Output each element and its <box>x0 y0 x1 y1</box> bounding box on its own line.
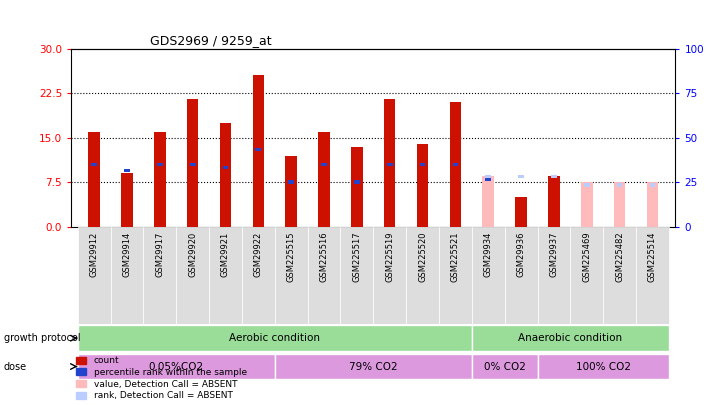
FancyBboxPatch shape <box>341 227 373 324</box>
Bar <box>616 183 623 187</box>
FancyBboxPatch shape <box>538 227 570 324</box>
Bar <box>321 163 327 166</box>
FancyBboxPatch shape <box>274 354 472 379</box>
FancyBboxPatch shape <box>242 227 274 324</box>
Text: GSM225516: GSM225516 <box>319 232 328 282</box>
Bar <box>483 176 494 227</box>
FancyBboxPatch shape <box>570 227 603 324</box>
FancyBboxPatch shape <box>77 354 274 379</box>
FancyBboxPatch shape <box>274 227 308 324</box>
Text: GSM29912: GSM29912 <box>90 232 99 277</box>
Bar <box>486 175 491 178</box>
FancyBboxPatch shape <box>406 227 439 324</box>
Bar <box>419 163 425 166</box>
Bar <box>387 163 392 166</box>
Text: 0.05%CO2: 0.05%CO2 <box>149 362 204 371</box>
Bar <box>647 182 658 227</box>
Bar <box>121 173 133 227</box>
Bar <box>584 183 589 187</box>
Text: Anaerobic condition: Anaerobic condition <box>518 333 622 343</box>
Bar <box>515 197 527 227</box>
FancyBboxPatch shape <box>77 326 472 351</box>
Bar <box>190 163 196 166</box>
Bar <box>223 166 228 169</box>
FancyBboxPatch shape <box>209 227 242 324</box>
Bar <box>88 132 100 227</box>
Text: growth protocol: growth protocol <box>4 333 80 343</box>
Text: GSM29921: GSM29921 <box>221 232 230 277</box>
Bar <box>518 175 524 178</box>
Bar <box>252 75 264 227</box>
Bar <box>288 181 294 184</box>
Text: GSM29937: GSM29937 <box>550 232 558 277</box>
Text: dose: dose <box>4 362 27 371</box>
Text: GSM225519: GSM225519 <box>385 232 394 282</box>
Text: GSM29917: GSM29917 <box>155 232 164 277</box>
Bar <box>220 123 231 227</box>
FancyBboxPatch shape <box>373 227 406 324</box>
Text: GSM225521: GSM225521 <box>451 232 460 282</box>
Bar <box>384 99 395 227</box>
Text: 0% CO2: 0% CO2 <box>483 362 525 371</box>
Text: GSM225514: GSM225514 <box>648 232 657 282</box>
FancyBboxPatch shape <box>505 227 538 324</box>
Text: GSM29936: GSM29936 <box>517 232 525 277</box>
Bar <box>154 132 166 227</box>
Bar <box>351 147 363 227</box>
Bar <box>452 163 459 166</box>
Text: GSM225469: GSM225469 <box>582 232 592 282</box>
Bar <box>449 102 461 227</box>
Bar <box>518 175 524 178</box>
Bar <box>551 175 557 178</box>
Bar <box>417 144 428 227</box>
Bar <box>124 168 130 172</box>
Bar <box>486 177 491 181</box>
Text: Aerobic condition: Aerobic condition <box>229 333 320 343</box>
Text: GSM29914: GSM29914 <box>122 232 132 277</box>
FancyBboxPatch shape <box>110 227 144 324</box>
FancyBboxPatch shape <box>308 227 341 324</box>
Bar <box>548 176 560 227</box>
Bar <box>285 156 297 227</box>
FancyBboxPatch shape <box>472 354 538 379</box>
FancyBboxPatch shape <box>77 227 110 324</box>
FancyBboxPatch shape <box>538 354 669 379</box>
Bar <box>354 181 360 184</box>
Bar <box>650 183 656 187</box>
Bar <box>157 163 163 166</box>
FancyBboxPatch shape <box>472 227 505 324</box>
Text: 79% CO2: 79% CO2 <box>349 362 397 371</box>
Text: GSM225482: GSM225482 <box>615 232 624 282</box>
FancyBboxPatch shape <box>144 227 176 324</box>
Text: GDS2969 / 9259_at: GDS2969 / 9259_at <box>150 34 272 47</box>
FancyBboxPatch shape <box>603 227 636 324</box>
Bar <box>319 132 330 227</box>
Text: GSM29922: GSM29922 <box>254 232 263 277</box>
Text: GSM29934: GSM29934 <box>483 232 493 277</box>
Bar <box>581 182 592 227</box>
Text: GSM29920: GSM29920 <box>188 232 197 277</box>
FancyBboxPatch shape <box>636 227 669 324</box>
Bar <box>255 148 261 151</box>
FancyBboxPatch shape <box>439 227 472 324</box>
Bar <box>614 182 626 227</box>
FancyBboxPatch shape <box>472 326 669 351</box>
FancyBboxPatch shape <box>176 227 209 324</box>
Text: GSM225515: GSM225515 <box>287 232 296 282</box>
Text: 100% CO2: 100% CO2 <box>576 362 631 371</box>
Text: GSM225520: GSM225520 <box>418 232 427 282</box>
Bar <box>187 99 198 227</box>
Bar <box>91 163 97 166</box>
Legend: count, percentile rank within the sample, value, Detection Call = ABSENT, rank, : count, percentile rank within the sample… <box>75 356 247 401</box>
Bar <box>551 175 557 178</box>
Text: GSM225517: GSM225517 <box>353 232 361 282</box>
